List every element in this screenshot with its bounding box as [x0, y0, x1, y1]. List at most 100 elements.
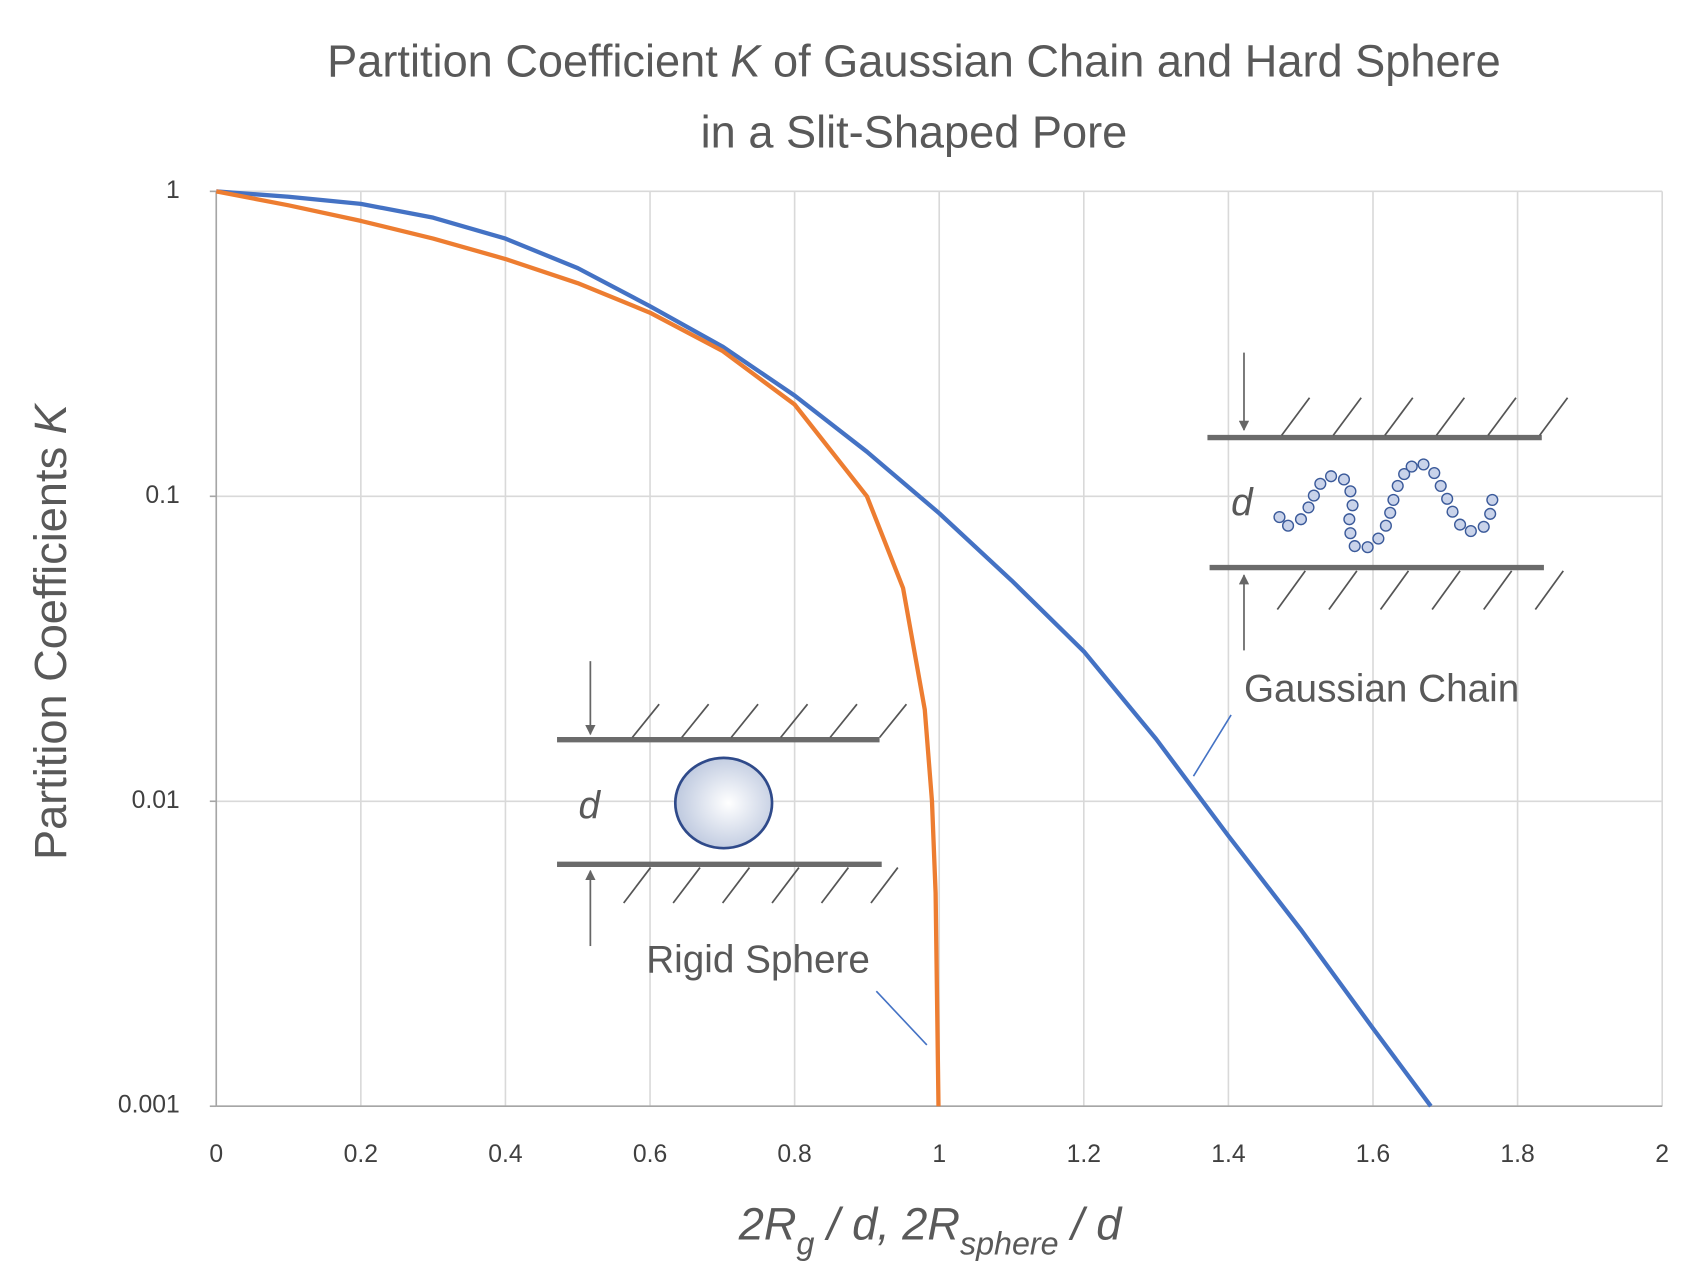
leader-line	[875, 990, 928, 1046]
hatch	[1328, 570, 1358, 611]
hatch	[672, 867, 701, 904]
bead	[1294, 513, 1308, 526]
text-part: 2R	[738, 1199, 797, 1250]
x-axis-label: 2Rg / d, 2Rsphere / d	[738, 1199, 1123, 1262]
bead	[1372, 532, 1385, 545]
x-tick-label: 1	[932, 1141, 946, 1168]
text-part: Partition Coefficients	[25, 434, 76, 860]
hatch	[1538, 397, 1569, 436]
text-part: sphere	[960, 1225, 1059, 1261]
y-tick-label: 0.001	[118, 1092, 180, 1119]
series-line	[216, 189, 1433, 1108]
bead	[1348, 540, 1361, 553]
bead	[1464, 524, 1477, 538]
bead	[1477, 520, 1490, 533]
series-label: Gaussian Chain	[1244, 667, 1519, 710]
bead	[1441, 492, 1454, 505]
hatch	[1280, 397, 1311, 436]
hatch	[1431, 570, 1461, 611]
y-tick-label: 1	[166, 177, 180, 204]
chain-diagram: d	[1207, 352, 1569, 651]
x-tick-label: 0.6	[633, 1141, 667, 1168]
bead	[1384, 506, 1397, 519]
bead	[1486, 493, 1499, 506]
bead	[1361, 541, 1374, 554]
hatch	[1487, 397, 1517, 436]
hatch	[1276, 570, 1306, 611]
hatch	[623, 867, 652, 904]
hatch	[1435, 397, 1466, 436]
bead	[1344, 527, 1357, 540]
text-part: Partition Coefficient	[327, 35, 730, 86]
hatch	[721, 867, 751, 904]
bead	[1337, 473, 1351, 486]
text-part: K	[25, 402, 76, 434]
hatch	[1534, 570, 1564, 611]
bead	[1281, 519, 1295, 532]
hatch	[820, 867, 850, 904]
sphere-diagram: d	[557, 661, 908, 947]
hatch	[870, 867, 899, 904]
hatch	[1384, 397, 1414, 436]
bead	[1343, 513, 1356, 526]
bead	[1314, 477, 1327, 490]
hatches	[623, 703, 908, 904]
bead	[1434, 479, 1447, 492]
gap-label: d	[1231, 481, 1254, 524]
bead	[1346, 499, 1359, 512]
bead	[1273, 511, 1286, 524]
chain	[1273, 458, 1499, 554]
bead	[1428, 466, 1441, 480]
hatch	[1379, 570, 1410, 611]
bead	[1454, 518, 1467, 531]
sphere	[673, 756, 774, 850]
x-tick-label: 1.8	[1500, 1141, 1534, 1168]
x-tick-label: 1.2	[1067, 1141, 1101, 1168]
hatch	[681, 703, 710, 739]
bead	[1446, 505, 1459, 518]
bead	[1391, 479, 1404, 492]
bead	[1379, 519, 1392, 532]
bead	[1405, 460, 1418, 473]
text-part: / d, 2R	[814, 1199, 960, 1250]
y-axis-label: Partition Coefficients K	[25, 402, 76, 860]
hatches	[1276, 397, 1569, 611]
series-label: Rigid Sphere	[646, 938, 870, 981]
bead	[1302, 501, 1315, 514]
bead	[1307, 489, 1320, 502]
text-part: / d	[1059, 1199, 1124, 1250]
y-tick-label: 0.1	[145, 482, 179, 509]
text-part: in a Slit-Shaped Pore	[701, 106, 1128, 157]
chart-title: Partition Coefficient K of Gaussian Chai…	[327, 35, 1501, 86]
x-tick-label: 0.2	[344, 1141, 378, 1168]
y-tick-label: 0.01	[132, 787, 180, 814]
text-part: of Gaussian Chain and Hard Sphere	[760, 35, 1500, 86]
text-part: K	[730, 35, 762, 86]
hatch	[631, 703, 660, 739]
bead	[1417, 458, 1430, 471]
hatch	[779, 703, 809, 739]
hatch	[829, 703, 858, 739]
x-tick-label: 2	[1655, 1141, 1669, 1168]
x-tick-label: 1.6	[1356, 1141, 1390, 1168]
text-part: g	[797, 1225, 815, 1261]
x-tick-label: 1.4	[1211, 1141, 1246, 1168]
hatch	[730, 703, 759, 739]
hatch	[1483, 570, 1513, 611]
x-tick-label: 0.4	[488, 1141, 523, 1168]
bead	[1324, 470, 1338, 483]
x-tick-label: 0	[209, 1141, 223, 1168]
chart-title: in a Slit-Shaped Pore	[701, 106, 1128, 157]
hatch	[1332, 397, 1362, 436]
gap-label: d	[579, 785, 602, 828]
plot-area: 0 0.2 0.4 0.6 0.8 1 1.2 1.4 1.6 1.8 2 1 0.1 0.01 0.001	[118, 177, 1669, 1168]
x-tick-label: 0.8	[777, 1141, 811, 1168]
bead	[1398, 468, 1411, 481]
series-line	[215, 189, 941, 1107]
bead	[1344, 485, 1357, 498]
hatch	[878, 703, 908, 739]
bead	[1387, 493, 1400, 506]
leader-line	[1192, 714, 1232, 777]
